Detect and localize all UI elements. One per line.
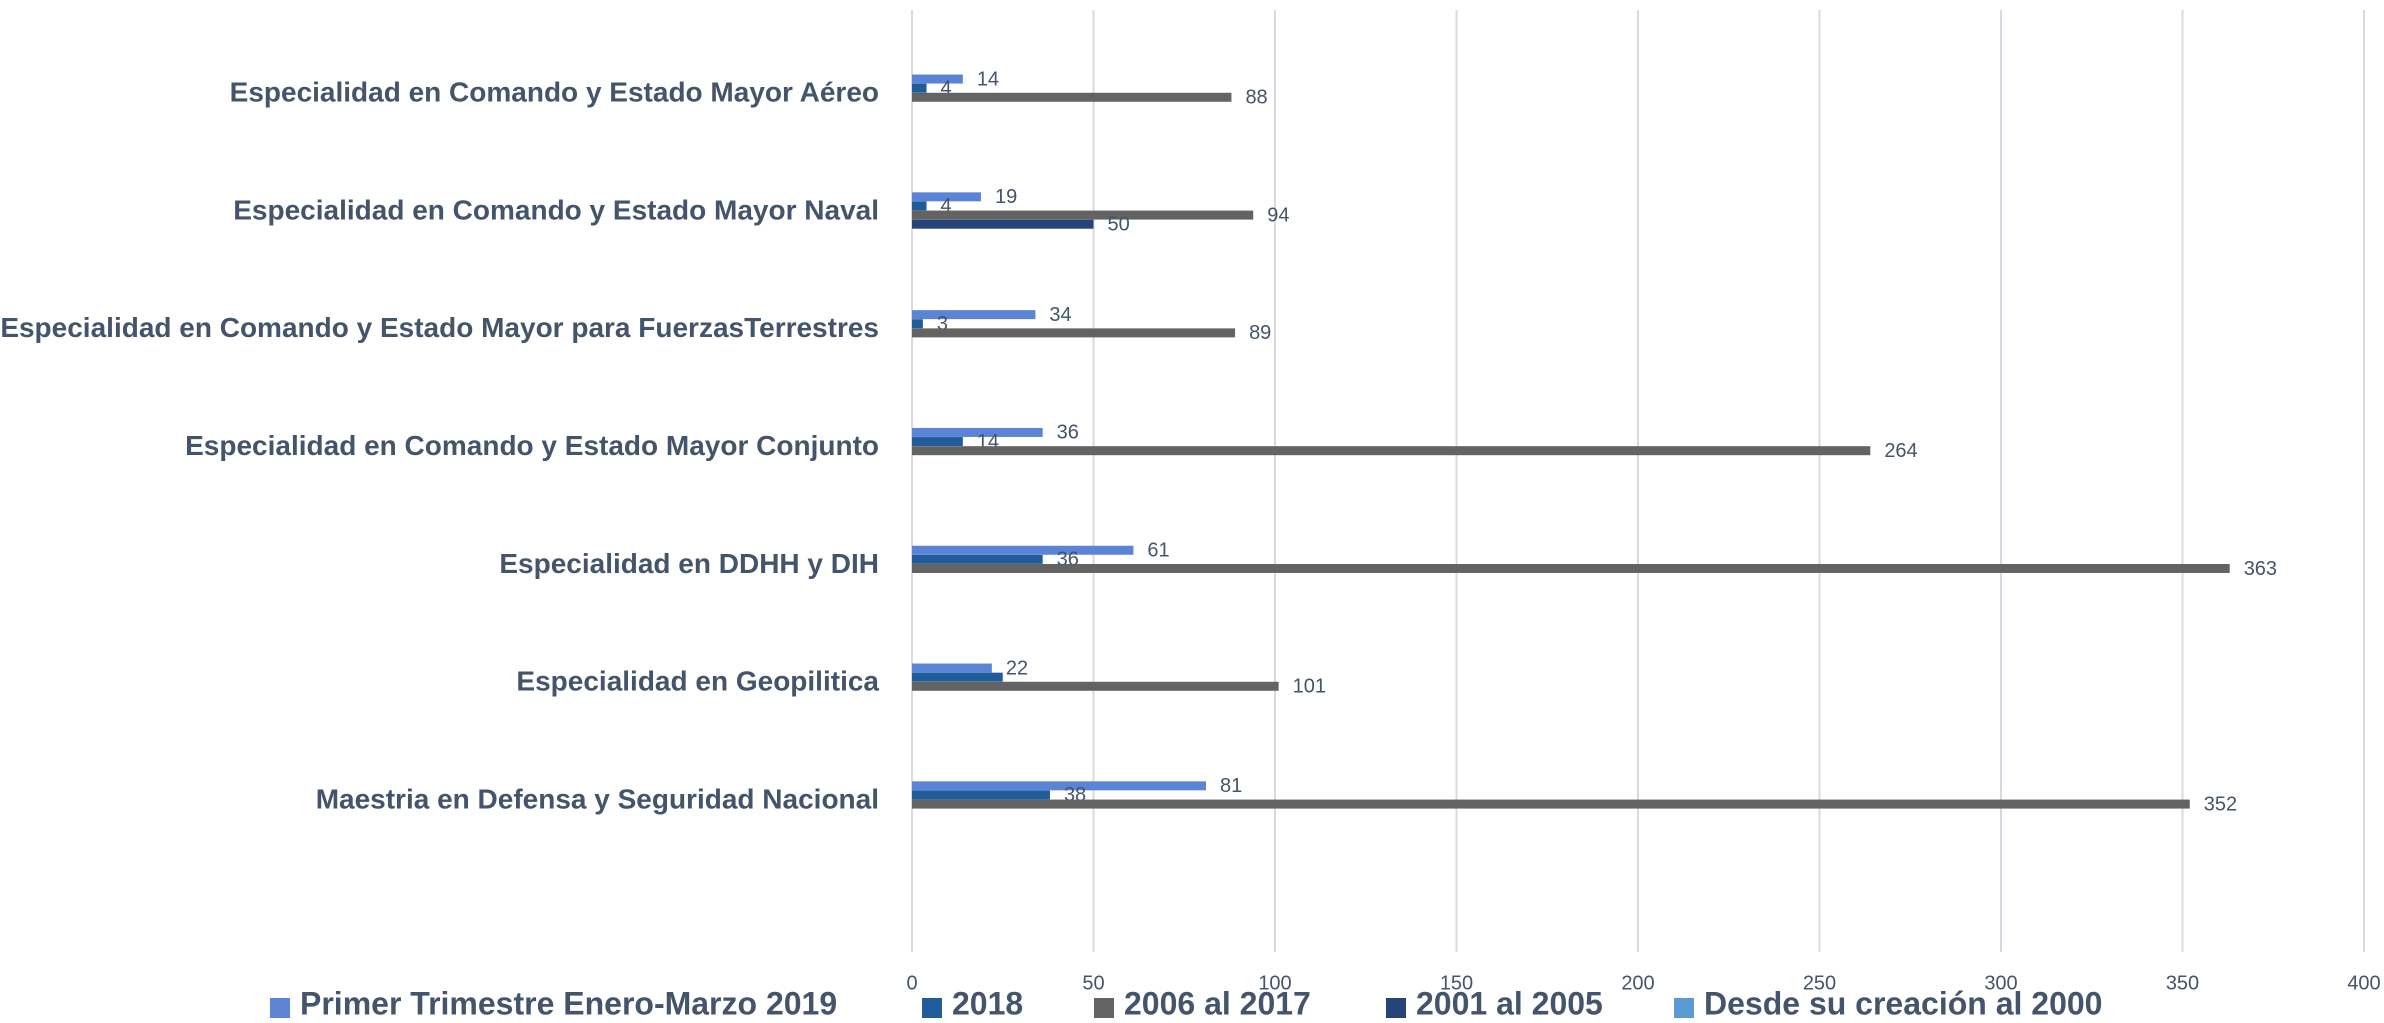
value-label: 19 — [995, 186, 1017, 208]
legend-swatch — [1094, 998, 1114, 1018]
value-label: 4 — [941, 77, 952, 99]
category-label: Especialidad en Comando y Estado Mayor A… — [230, 77, 879, 108]
bar — [912, 328, 1236, 338]
bar — [912, 663, 992, 673]
value-label: 36 — [1057, 422, 1079, 444]
bar — [912, 781, 1207, 791]
value-label: 4 — [941, 195, 952, 217]
legend-swatch — [922, 998, 942, 1018]
category-label: Especialidad en Comando y Estado Mayor N… — [233, 194, 879, 225]
x-tick-label: 50 — [1082, 972, 1104, 994]
value-label: 101 — [1293, 676, 1326, 698]
legend-label: 2006 al 2017 — [1124, 985, 1311, 1021]
value-label: 81 — [1220, 775, 1242, 797]
value-label: 3 — [937, 313, 948, 335]
value-label: 264 — [1884, 440, 1917, 462]
value-label: 88 — [1245, 87, 1267, 109]
x-tick-label: 200 — [1621, 972, 1654, 994]
value-label: 34 — [1049, 304, 1071, 326]
legend-label: 2001 al 2005 — [1416, 985, 1603, 1021]
bar — [912, 310, 1036, 320]
category-label: Especialidad en DDHH y DIH — [499, 548, 879, 579]
bar — [912, 672, 1003, 682]
bar — [912, 427, 1043, 437]
x-tick-label: 0 — [906, 972, 917, 994]
legend-swatch — [1674, 998, 1694, 1018]
value-label: 94 — [1267, 204, 1289, 226]
value-label: 352 — [2204, 793, 2237, 815]
bar — [912, 74, 963, 84]
x-tick-label: 350 — [2166, 972, 2199, 994]
bar — [912, 799, 2190, 809]
value-label: 89 — [1249, 322, 1271, 344]
x-tick-label: 300 — [1984, 972, 2017, 994]
category-label: Especialidad en Geopilitica — [516, 666, 879, 697]
bar — [912, 790, 1050, 800]
bar — [912, 219, 1094, 229]
value-label: 22 — [1006, 657, 1028, 679]
x-tick-label: 150 — [1440, 972, 1473, 994]
legend-label: Desde su creación al 2000 — [1704, 985, 2102, 1021]
bar — [912, 446, 1871, 456]
category-label: Maestria en Defensa y Seguridad Nacional — [316, 783, 879, 814]
bar — [912, 563, 2230, 573]
x-tick-label: 250 — [1803, 972, 1836, 994]
value-label: 61 — [1147, 540, 1169, 562]
x-tick-label: 400 — [2347, 972, 2380, 994]
bar — [912, 210, 1254, 220]
legend-swatch — [1386, 998, 1406, 1018]
category-label: Especialidad en Comando y Estado Mayor C… — [185, 430, 879, 461]
bar — [912, 319, 923, 329]
bar — [912, 92, 1232, 102]
legend-label: Primer Trimestre Enero-Marzo 2019 — [300, 985, 837, 1021]
bar — [912, 437, 963, 447]
x-tick-label: 100 — [1258, 972, 1291, 994]
bar — [912, 681, 1279, 691]
legend-label: 2018 — [952, 985, 1023, 1021]
bar — [912, 83, 927, 93]
legend-swatch — [270, 998, 290, 1018]
value-label: 363 — [2244, 558, 2277, 580]
bar — [912, 192, 981, 202]
category-label: Especialidad en Comando y Estado Mayor p… — [0, 312, 879, 343]
bar — [912, 554, 1043, 564]
value-label: 50 — [1108, 213, 1130, 235]
bar — [912, 545, 1134, 555]
bar — [912, 201, 927, 211]
value-label: 14 — [977, 68, 999, 90]
